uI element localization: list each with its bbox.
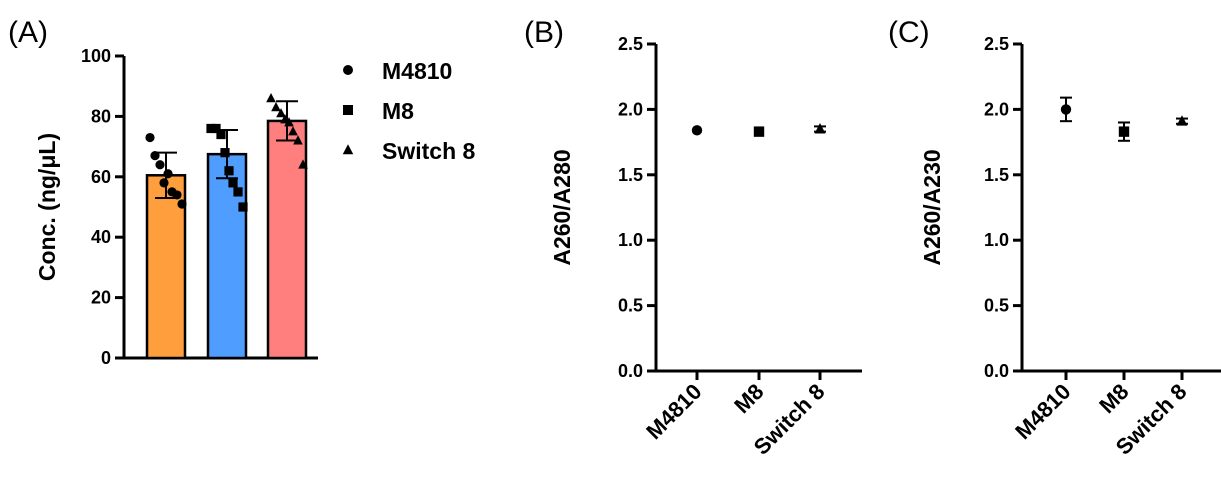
x-tick-label: M4810: [641, 379, 706, 444]
y-tick-label: 0.0: [618, 361, 643, 381]
y-tick-label: 0.0: [984, 361, 1009, 381]
data-point: [145, 132, 155, 143]
data-point: [224, 166, 234, 176]
legend-label: Switch 8: [382, 138, 476, 164]
y-tick-label: 2.0: [618, 99, 643, 119]
data-point: [216, 129, 226, 140]
panel-a: (A) 0 20 40 60 80 100 Conc. (ng/μL) M4810 M8 Switc…: [8, 16, 476, 368]
data-point: [814, 123, 826, 134]
x-tick-label: M8: [1094, 379, 1133, 418]
y-tick-label: 1.0: [984, 230, 1009, 250]
y-tick-label: 1.0: [618, 230, 643, 250]
data-point: [206, 123, 216, 134]
data-point: [155, 160, 165, 170]
data-point: [276, 108, 286, 118]
panel-label: (C): [888, 16, 930, 49]
y-tick-label: 2.5: [618, 34, 643, 54]
data-point: [238, 202, 248, 212]
data-point: [266, 92, 276, 103]
data-point: [271, 102, 281, 112]
y-tick-label: 0: [101, 348, 111, 368]
data-point: [1118, 126, 1130, 137]
bar: [266, 119, 308, 360]
panel-label: (B): [524, 16, 564, 49]
data-point: [1060, 104, 1072, 115]
legend-marker-triangle: [342, 144, 354, 155]
data-point: [220, 148, 230, 158]
y-tick-label: 0.5: [984, 296, 1009, 316]
y-axis-title: A260/A280: [549, 149, 575, 265]
y-tick-label: 2.5: [984, 34, 1009, 54]
y-tick-label: 100: [81, 46, 111, 66]
data-point: [228, 178, 238, 188]
y-tick-label: 1.5: [618, 165, 643, 185]
legend-label: M8: [382, 98, 414, 124]
x-tick-label: M8: [729, 379, 768, 418]
data-point: [211, 123, 221, 134]
legend-label: M4810: [382, 58, 452, 84]
data-point: [163, 169, 173, 179]
data-point: [753, 126, 765, 137]
data-point: [1176, 115, 1188, 126]
legend-marker-circle: [343, 65, 353, 75]
panel-label: (A): [8, 16, 48, 49]
data-point: [233, 187, 243, 197]
y-tick-label: 20: [91, 288, 111, 308]
x-tick-label: M4810: [1010, 379, 1075, 444]
y-axis-title: Conc. (ng/μL): [34, 133, 60, 281]
data-point: [298, 159, 308, 169]
y-tick-label: 80: [91, 106, 111, 126]
data-point: [177, 199, 187, 209]
legend: M4810 M8 Switch 8: [342, 58, 476, 164]
y-tick-label: 2.0: [984, 99, 1009, 119]
data-point: [288, 126, 298, 136]
y-tick-label: 1.5: [984, 165, 1009, 185]
y-axis-title: A260/A230: [919, 149, 945, 265]
data-point: [159, 178, 169, 188]
y-tick-label: 40: [91, 227, 111, 247]
y-tick-label: 0.5: [618, 296, 643, 316]
legend-marker-square: [343, 105, 353, 115]
data-point: [691, 125, 703, 136]
bar: [206, 152, 248, 360]
y-tick-label: 60: [91, 167, 111, 187]
